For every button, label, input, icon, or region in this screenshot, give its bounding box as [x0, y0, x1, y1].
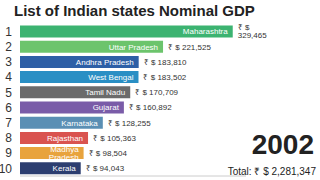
svg-text:West Bengal: West Bengal	[88, 73, 133, 82]
svg-text:₹ $ 94,043: ₹ $ 94,043	[86, 164, 125, 173]
svg-text:3: 3	[8, 55, 12, 69]
svg-text:₹ $ 98,504: ₹ $ 98,504	[89, 149, 128, 158]
svg-text:Kerala: Kerala	[53, 164, 77, 173]
svg-text:Uttar Pradesh: Uttar Pradesh	[109, 43, 158, 52]
svg-text:₹ $ 128,255: ₹ $ 128,255	[108, 119, 151, 128]
svg-text:Rajasthan: Rajasthan	[47, 134, 83, 143]
svg-text:9: 9	[8, 146, 12, 160]
svg-text:1: 1	[8, 25, 12, 39]
svg-text:6: 6	[8, 101, 12, 115]
svg-text:Tamil Nadu: Tamil Nadu	[85, 88, 125, 97]
svg-text:10: 10	[8, 162, 12, 176]
svg-text:₹ $ 221,525: ₹ $ 221,525	[168, 43, 211, 52]
svg-text:₹ $ 160,892: ₹ $ 160,892	[129, 103, 172, 112]
html-text:Total: ₹ $ 2,281,347: Total: ₹ $ 2,281,347	[227, 166, 316, 177]
svg-text:₹ $ 105,363: ₹ $ 105,363	[93, 134, 136, 143]
svg-text:7: 7	[8, 116, 12, 130]
html-text:2002: 2002	[251, 129, 314, 160]
svg-text:MadhyaPradesh: MadhyaPradesh	[49, 145, 79, 162]
svg-text:8: 8	[8, 131, 12, 145]
svg-text:4: 4	[8, 70, 12, 84]
svg-text:2: 2	[8, 40, 12, 54]
svg-text:Karnataka: Karnataka	[61, 119, 98, 128]
svg-text:5: 5	[8, 86, 12, 100]
svg-text:Andhra Pradesh: Andhra Pradesh	[76, 58, 134, 67]
svg-text:₹ $ 183,502: ₹ $ 183,502	[143, 73, 186, 82]
svg-text:Maharashtra: Maharashtra	[183, 27, 228, 36]
svg-text:₹ $ 170,709: ₹ $ 170,709	[135, 88, 178, 97]
svg-text:₹ $329,465: ₹ $329,465	[238, 23, 267, 40]
svg-text:₹ $ 183,810: ₹ $ 183,810	[144, 58, 187, 67]
svg-text:Gujarat: Gujarat	[93, 103, 120, 112]
html-text:List of Indian states Nominal: List of Indian states Nominal GDP	[14, 2, 255, 19]
